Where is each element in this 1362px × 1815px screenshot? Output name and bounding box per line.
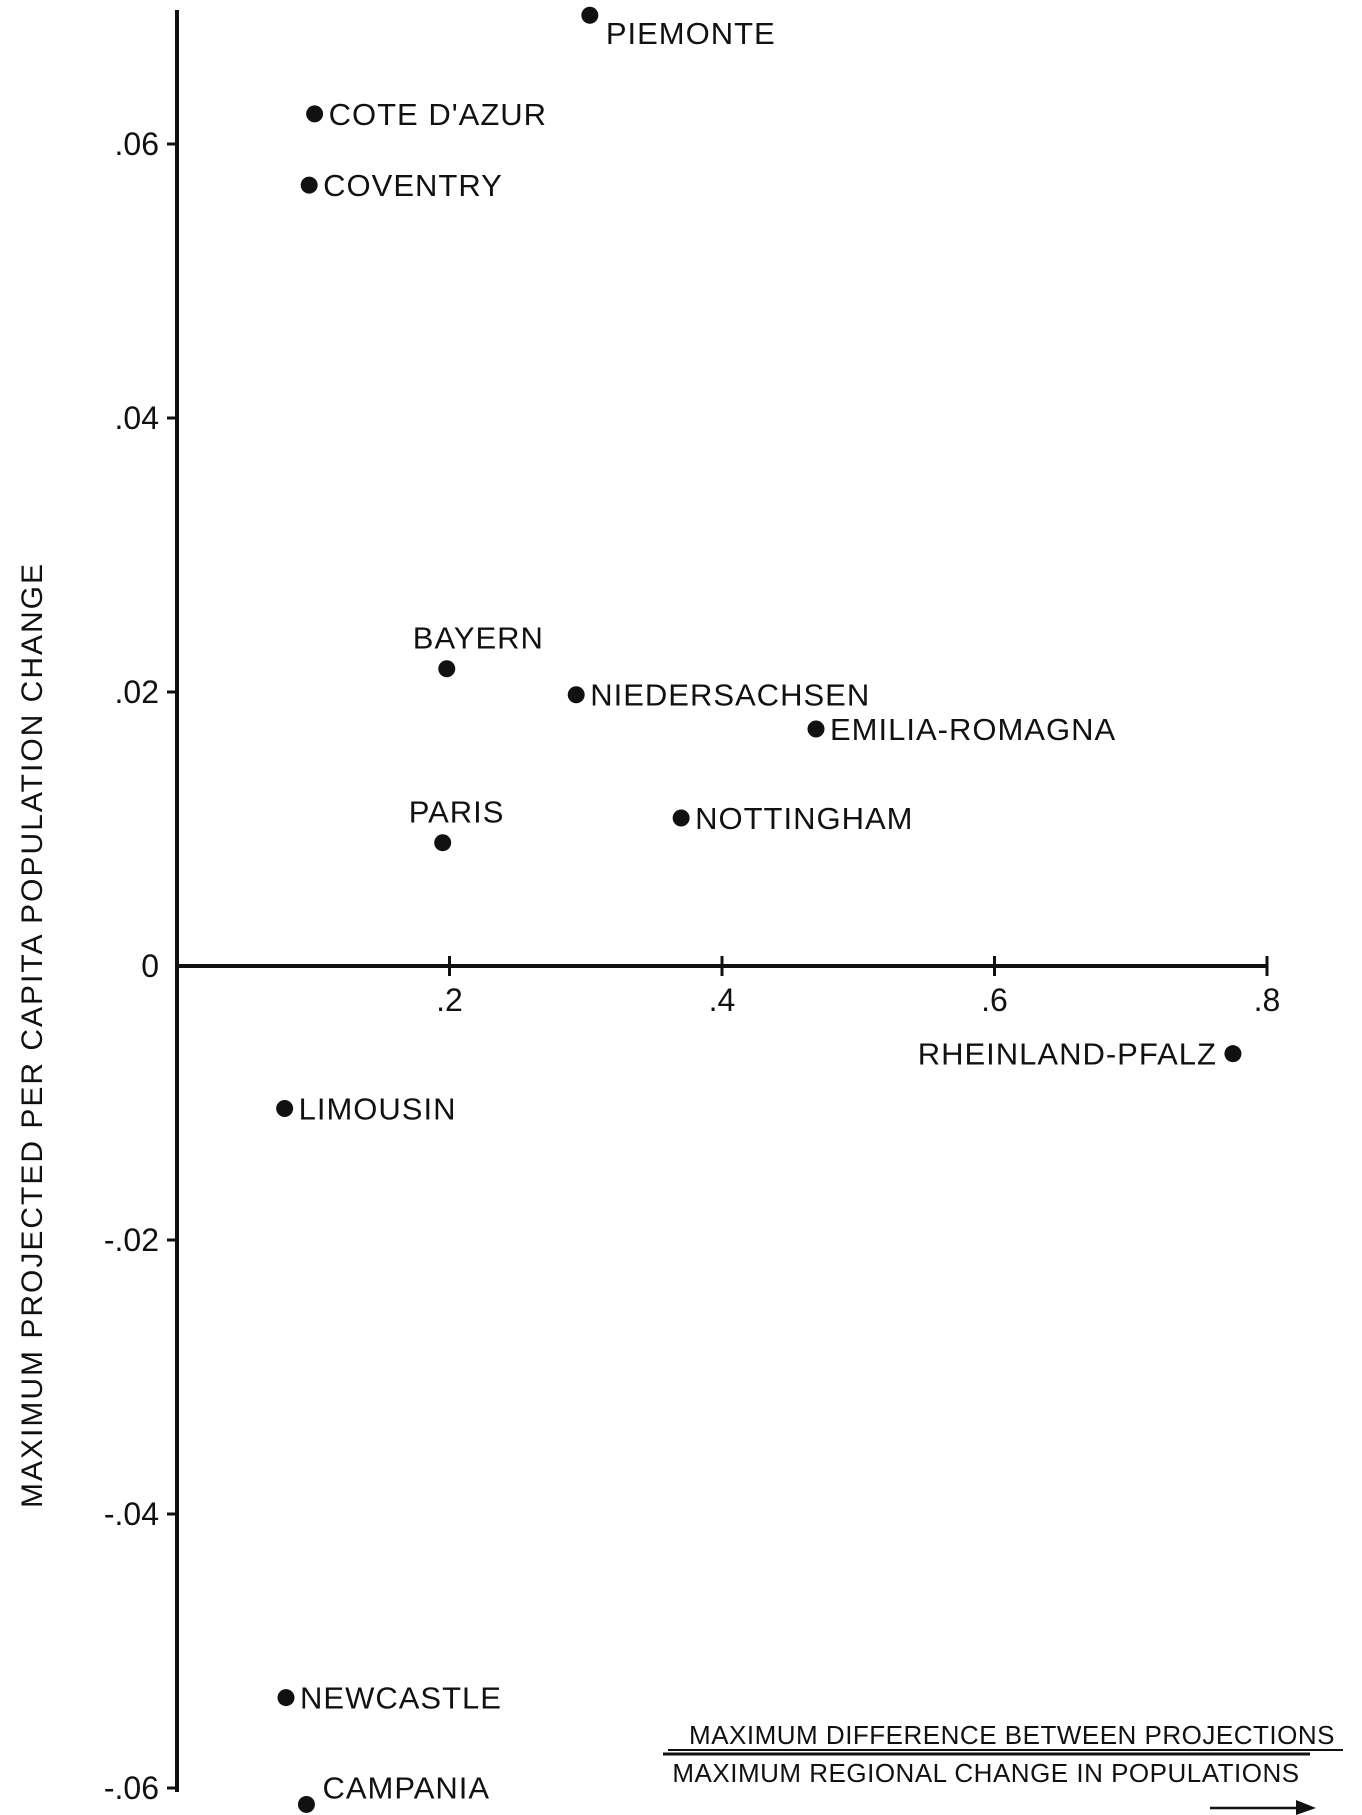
y-tick-label: -.06	[104, 1770, 159, 1806]
x-axis-ratio-arrow-head	[1296, 1800, 1316, 1815]
y-tick-label: .02	[115, 674, 159, 710]
axes	[175, 10, 1267, 1792]
scatter-point	[434, 834, 452, 852]
x-tick-label: .8	[1254, 982, 1281, 1018]
x-tick-label: .6	[981, 982, 1008, 1018]
scatter-point	[297, 1795, 315, 1813]
point-label: COTE D'AZUR	[329, 97, 547, 132]
scatter-point	[672, 809, 690, 827]
point-labels: PIEMONTE COTE D'AZUR COVENTRY BAYERN NIEDERS…	[299, 16, 1217, 1805]
y-tick-label: .06	[115, 126, 159, 162]
data-points	[276, 6, 1242, 1813]
scatter-point	[300, 176, 318, 194]
scatter-point	[807, 720, 825, 738]
point-label: PIEMONTE	[606, 16, 776, 51]
y-axis-title: MAXIMUM PROJECTED PER CAPITA POPULATION …	[16, 562, 49, 1508]
point-label: PARIS	[409, 795, 505, 830]
y-tick-label: -.04	[104, 1496, 159, 1532]
point-label: BAYERN	[413, 621, 544, 656]
point-label: RHEINLAND-PFALZ	[918, 1037, 1217, 1072]
scatter-point	[276, 1099, 294, 1117]
scatter-point	[581, 6, 599, 24]
y-tick-label: 0	[141, 948, 159, 984]
x-tick-label: .2	[436, 982, 463, 1018]
scatter-point	[567, 686, 585, 704]
x-axis-ratio-label: MAXIMUM DIFFERENCE BETWEEN PROJECTIONS M…	[663, 1720, 1343, 1815]
scatter-point	[277, 1689, 295, 1707]
point-label: NEWCASTLE	[300, 1681, 502, 1716]
scatter-point	[306, 105, 324, 123]
x-tick-label: .4	[709, 982, 736, 1018]
point-label: CAMPANIA	[322, 1770, 490, 1805]
x-axis-ratio-denominator: MAXIMUM REGIONAL CHANGE IN POPULATIONS	[672, 1758, 1299, 1788]
y-tick-label: .04	[115, 400, 159, 436]
point-label: COVENTRY	[323, 168, 503, 203]
point-label: EMILIA-ROMAGNA	[830, 712, 1116, 747]
point-label: NIEDERSACHSEN	[590, 678, 870, 713]
scatter-point	[1224, 1045, 1242, 1063]
point-label: NOTTINGHAM	[695, 801, 913, 836]
tick-marks: .06 .04 .02 0 -.02 -.04 -.06 .2 .4 .6 .8	[104, 126, 1280, 1806]
x-axis-ratio-numerator: MAXIMUM DIFFERENCE BETWEEN PROJECTIONS	[689, 1720, 1335, 1750]
y-tick-label: -.02	[104, 1222, 159, 1258]
scatter-point	[438, 660, 456, 678]
point-label: LIMOUSIN	[299, 1091, 457, 1126]
